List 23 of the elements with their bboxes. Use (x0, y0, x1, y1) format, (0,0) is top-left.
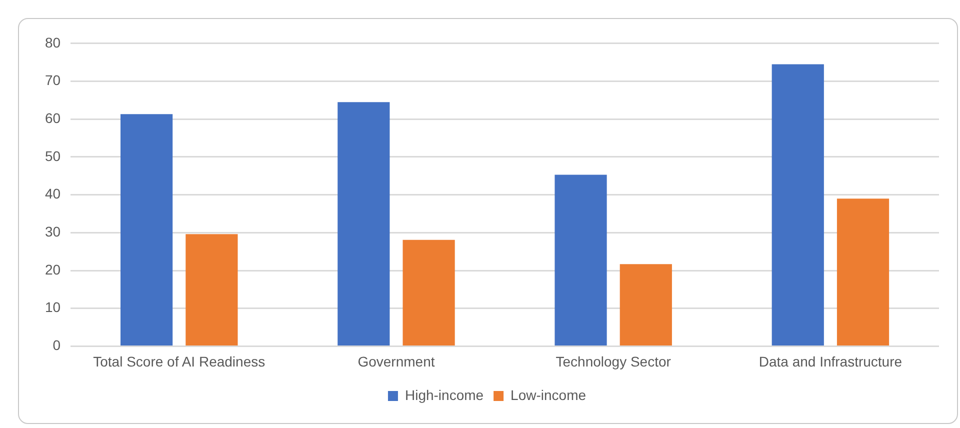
x-tick-label: Total Score of AI Readiness (93, 353, 266, 370)
bar (338, 102, 390, 346)
legend-label: High-income (404, 386, 484, 403)
y-tick-label: 50 (44, 148, 61, 164)
x-tick-label: Government (358, 353, 435, 370)
y-tick-label: 0 (52, 337, 61, 354)
y-tick-label: 40 (44, 186, 61, 202)
y-tick-label: 60 (44, 110, 61, 126)
bar (620, 264, 672, 346)
x-tick-label: Data and Infrastructure (758, 353, 902, 370)
y-tick-label: 20 (44, 261, 61, 278)
x-tick-label: Technology Sector (556, 353, 672, 370)
legend-label: Low-income (510, 386, 586, 403)
y-tick-label: 70 (44, 72, 61, 88)
bar (186, 234, 238, 346)
y-tick-label: 30 (44, 224, 61, 240)
y-tick-label: 80 (44, 34, 61, 50)
bar (120, 114, 173, 346)
y-tick-label: 10 (44, 299, 61, 316)
bar (554, 174, 607, 346)
bar (836, 198, 890, 346)
bar (772, 64, 824, 346)
bar (402, 240, 455, 346)
